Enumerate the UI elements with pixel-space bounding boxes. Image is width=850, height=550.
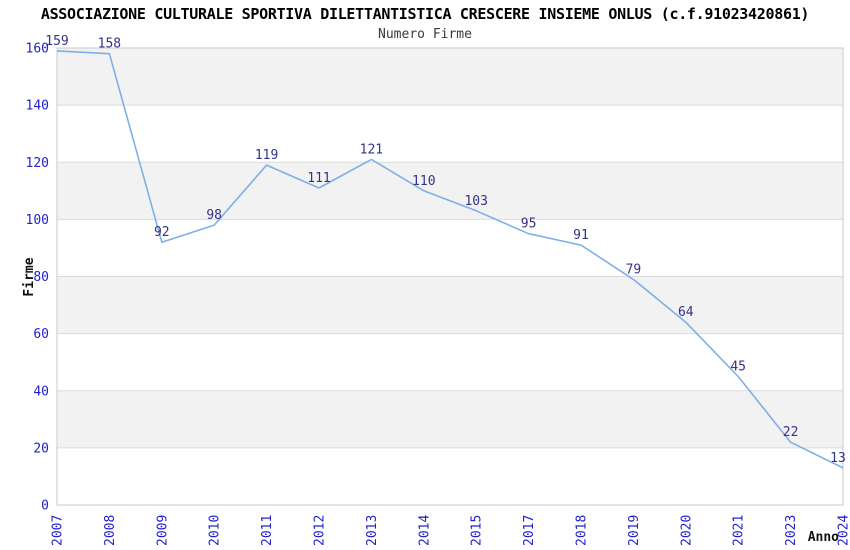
plot-border bbox=[56, 47, 844, 506]
data-point-label: 119 bbox=[255, 148, 278, 163]
data-line bbox=[56, 50, 844, 469]
y-tick-label: 80 bbox=[33, 270, 49, 285]
x-axis-title: Anno bbox=[807, 530, 839, 545]
x-tick-label: 2021 bbox=[732, 515, 747, 546]
data-point-label: 111 bbox=[307, 171, 330, 186]
plot-band bbox=[57, 276, 843, 334]
plot-band bbox=[57, 162, 843, 220]
x-tick-label: 2019 bbox=[627, 515, 642, 546]
chart-title: ASSOCIAZIONE CULTURALE SPORTIVA DILETTAN… bbox=[40, 5, 810, 23]
x-tick-label: 2013 bbox=[365, 515, 380, 546]
x-tick-label: 2012 bbox=[313, 515, 328, 546]
data-point-label: 45 bbox=[730, 359, 746, 374]
y-tick-label: 160 bbox=[26, 42, 49, 57]
data-point-label: 91 bbox=[573, 228, 589, 243]
x-tick-label: 2018 bbox=[575, 515, 590, 546]
data-point-label: 22 bbox=[783, 425, 799, 440]
y-tick-label: 100 bbox=[26, 213, 49, 228]
x-tick-label: 2010 bbox=[208, 515, 223, 546]
data-point-label: 64 bbox=[678, 305, 694, 320]
x-tick-label: 2023 bbox=[784, 515, 799, 546]
x-tick-label: 2007 bbox=[51, 515, 66, 546]
plot-band bbox=[57, 390, 843, 448]
x-tick-label: 2009 bbox=[155, 515, 170, 546]
data-point-label: 158 bbox=[98, 37, 121, 52]
data-point-label: 95 bbox=[521, 217, 537, 232]
y-tick-label: 140 bbox=[26, 99, 49, 114]
data-point-label: 13 bbox=[830, 451, 846, 466]
data-point-label: 98 bbox=[206, 208, 222, 223]
x-tick-label: 2017 bbox=[522, 515, 537, 546]
x-tick-label: 2014 bbox=[417, 515, 432, 546]
y-tick-label: 60 bbox=[33, 327, 49, 342]
chart-subtitle: Numero Firme bbox=[378, 27, 472, 42]
x-tick-label: 2008 bbox=[103, 515, 118, 546]
x-tick-label: 2024 bbox=[837, 515, 850, 546]
x-tick-label: 2020 bbox=[679, 515, 694, 546]
data-point-label: 159 bbox=[45, 34, 68, 49]
y-tick-label: 0 bbox=[41, 499, 49, 514]
data-point-label: 79 bbox=[626, 262, 642, 277]
y-tick-label: 40 bbox=[33, 384, 49, 399]
y-tick-label: 20 bbox=[33, 441, 49, 456]
data-point-label: 103 bbox=[464, 194, 487, 209]
x-tick-label: 2015 bbox=[470, 515, 485, 546]
data-point-label: 121 bbox=[360, 142, 383, 157]
data-point-label: 92 bbox=[154, 225, 170, 240]
plot-band bbox=[57, 48, 843, 106]
y-tick-label: 120 bbox=[26, 156, 49, 171]
x-tick-label: 2011 bbox=[260, 515, 275, 546]
data-point-label: 110 bbox=[412, 174, 435, 189]
